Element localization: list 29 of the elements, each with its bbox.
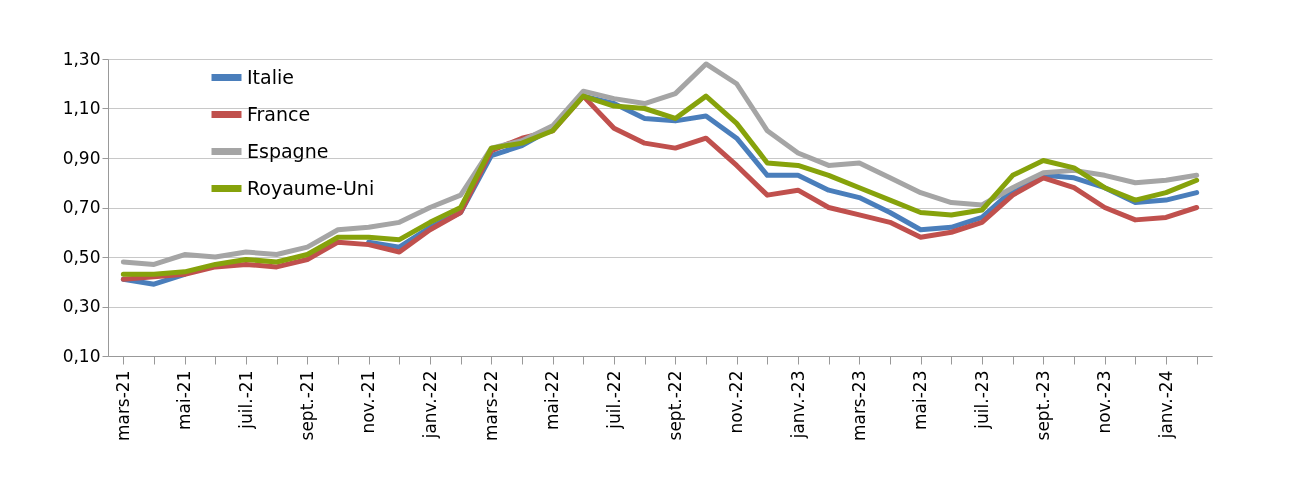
legend-label: Espagne xyxy=(247,139,329,162)
x-tick-label: sept.-21 xyxy=(296,370,317,441)
y-tick-label: 1,10 xyxy=(62,98,101,118)
y-tick-label: 1,30 xyxy=(62,48,101,69)
x-tick-label: mai-21 xyxy=(174,370,195,430)
y-tick-label: 0,30 xyxy=(62,296,101,316)
x-tick-label: nov.-22 xyxy=(726,370,747,434)
y-tick-label: 0,10 xyxy=(62,345,101,366)
x-tick-label: sept.-22 xyxy=(664,370,685,441)
x-tick-label: nov.-21 xyxy=(358,370,379,434)
x-tick-label: janv.-24 xyxy=(1155,370,1176,440)
legend-label: Royaume-Uni xyxy=(247,176,375,199)
x-tick-label: janv.-23 xyxy=(787,370,808,440)
x-tick-label: sept.-23 xyxy=(1032,370,1053,441)
y-tick-label: 0,70 xyxy=(62,197,101,217)
x-tick-label: nov.-23 xyxy=(1094,370,1115,434)
y-tick-label: 0,90 xyxy=(62,147,101,168)
legend-label: Italie xyxy=(247,65,294,88)
x-tick-label: mai-23 xyxy=(910,370,931,430)
x-tick-label: mai-22 xyxy=(542,370,563,430)
x-tick-label: janv.-22 xyxy=(419,370,440,440)
x-tick-label: juil.-22 xyxy=(603,370,624,430)
y-tick-label: 0,50 xyxy=(62,246,101,267)
x-tick-label: mars-23 xyxy=(848,370,869,442)
x-tick-label: mars-22 xyxy=(480,370,501,442)
x-tick-label: juil.-21 xyxy=(235,370,256,430)
x-tick-label: juil.-23 xyxy=(971,370,992,430)
legend-label: France xyxy=(247,102,311,125)
x-tick-label: mars-21 xyxy=(112,370,133,442)
